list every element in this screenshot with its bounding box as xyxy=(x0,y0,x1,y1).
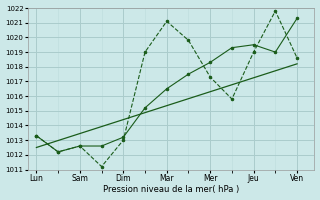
X-axis label: Pression niveau de la mer( hPa ): Pression niveau de la mer( hPa ) xyxy=(103,185,239,194)
